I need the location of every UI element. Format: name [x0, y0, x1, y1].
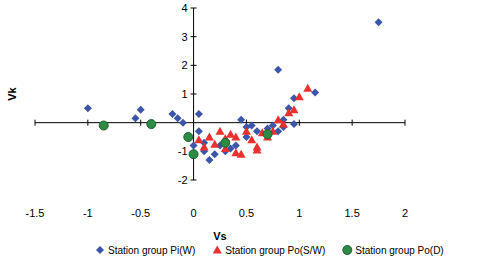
point — [303, 84, 312, 92]
legend-label: Station group Po(S/W) — [225, 245, 325, 256]
point — [247, 135, 256, 143]
y-tick-label: 1 — [181, 88, 187, 100]
point — [221, 138, 230, 147]
point — [195, 110, 203, 118]
point — [242, 127, 251, 135]
point — [147, 120, 156, 129]
point — [216, 127, 225, 135]
point — [194, 135, 203, 143]
y-tick-label: 3 — [181, 31, 187, 43]
legend-label: Station group Pi(W) — [108, 245, 195, 256]
x-tick-label: 2 — [402, 207, 408, 219]
point — [231, 133, 240, 141]
x-tick — [87, 120, 88, 126]
point — [205, 156, 213, 164]
legend-label: Station group Po(D) — [355, 245, 443, 256]
y-tick — [191, 94, 197, 95]
x-tick-label: -1 — [83, 207, 93, 219]
point — [137, 106, 145, 114]
point — [248, 122, 256, 130]
x-tick — [193, 120, 194, 126]
y-tick-label: -2 — [178, 174, 188, 186]
y-axis-label: Vk — [6, 86, 18, 100]
point — [274, 66, 282, 74]
x-tick-label: -1.5 — [26, 207, 45, 219]
chart: -1.5 -1 -0.5 0 0.5 1 1.5 2 -2 -1 1 2 3 4 Vs Vk Station g… — [0, 0, 500, 263]
point — [99, 121, 108, 130]
point — [231, 148, 240, 156]
point — [311, 89, 319, 97]
point — [263, 130, 272, 139]
x-tick — [405, 120, 406, 126]
point — [84, 104, 92, 112]
point — [295, 92, 304, 100]
point — [211, 150, 219, 158]
y-tick — [191, 8, 197, 9]
y-tick — [191, 65, 197, 66]
point — [200, 143, 209, 151]
legend: Station group Pi(W) Station group Po(S/W)… — [96, 245, 444, 256]
y-tick — [191, 180, 197, 181]
point — [205, 133, 214, 141]
point — [375, 18, 383, 26]
x-tick — [299, 120, 300, 126]
point — [253, 145, 262, 153]
point — [210, 140, 219, 148]
point — [290, 105, 299, 113]
x-tick — [352, 120, 353, 126]
x-tick-label: 0.5 — [239, 207, 254, 219]
point — [274, 115, 283, 123]
x-axis-label: Vs — [213, 230, 226, 242]
y-tick-label: 4 — [181, 2, 187, 14]
point — [195, 127, 203, 135]
x-tick — [140, 120, 141, 126]
x-tick-label: 0 — [191, 207, 197, 219]
legend-marker — [213, 246, 222, 254]
point — [179, 119, 187, 127]
x-axis — [35, 122, 405, 123]
y-tick-label: 2 — [181, 59, 187, 71]
x-tick-label: -0.5 — [131, 207, 150, 219]
point — [279, 120, 288, 128]
point — [290, 120, 298, 128]
plot-marks — [84, 18, 383, 164]
y-tick-label: -1 — [178, 145, 188, 157]
point — [184, 133, 193, 142]
point — [184, 133, 192, 141]
y-tick — [191, 36, 197, 37]
point — [131, 114, 139, 122]
legend-marker — [343, 246, 352, 255]
point — [237, 116, 245, 124]
x-tick-label: 1.5 — [344, 207, 359, 219]
point — [189, 150, 198, 159]
x-tick — [35, 120, 36, 126]
x-tick-label: 1 — [296, 207, 302, 219]
legend-marker — [96, 246, 104, 254]
